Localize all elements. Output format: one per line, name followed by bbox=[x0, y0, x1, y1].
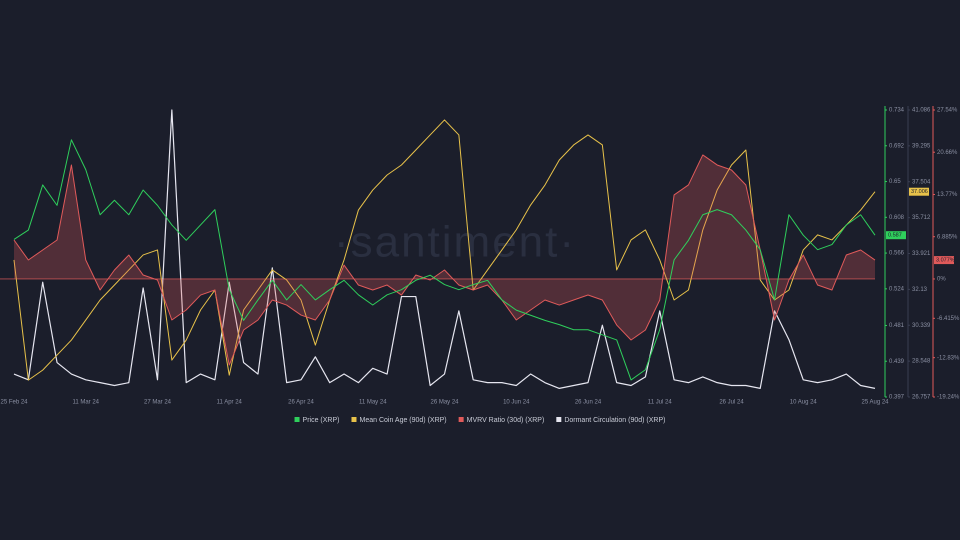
legend-swatch bbox=[351, 417, 357, 422]
y-tick-label: -6.415% bbox=[937, 316, 960, 322]
last-value-marker bbox=[909, 187, 929, 196]
y-tick-label: 13.77% bbox=[937, 192, 958, 198]
plot: 0.734 0.692 0.65 0.608 0.566 0.524 0.481 0.439 0… bbox=[0, 106, 960, 406]
x-tick-label: 26 Jun 24 bbox=[575, 400, 602, 406]
last-value-box: 0.587 bbox=[886, 231, 906, 240]
y-tick-label: 0.608 bbox=[889, 215, 905, 221]
x-tick-label: 27 Mar 24 bbox=[144, 400, 172, 406]
x-tick-label: 11 Apr 24 bbox=[217, 400, 243, 406]
y-tick-label: 0.734 bbox=[889, 108, 905, 114]
x-tick-label: 26 May 24 bbox=[430, 400, 459, 406]
x-tick-label: 26 Jul 24 bbox=[719, 400, 744, 406]
watermark: ·santiment· bbox=[334, 218, 576, 267]
x-tick-label: 25 Feb 24 bbox=[0, 400, 28, 406]
x-tick-label: 26 Apr 24 bbox=[288, 400, 314, 406]
series-line bbox=[13, 119, 876, 381]
x-tick-label: 25 Aug 24 bbox=[861, 400, 889, 406]
y-tick-label: 41.086 bbox=[912, 108, 931, 114]
y-tick-label: 0.692 bbox=[889, 143, 905, 149]
legend-swatch bbox=[294, 417, 300, 422]
last-value-label: 37.006 bbox=[911, 189, 928, 195]
y-tick-label: 27.54% bbox=[937, 108, 958, 114]
y-tick-label: 0.397 bbox=[889, 395, 905, 401]
last-value-box: 3.077% bbox=[934, 256, 955, 265]
y-tick-label: 0.439 bbox=[889, 359, 905, 365]
last-value-box: 37.006 bbox=[909, 187, 929, 196]
y-tick-label: 6.885% bbox=[937, 234, 958, 240]
y-tick-label: 37.504 bbox=[912, 179, 931, 185]
series-line bbox=[13, 139, 876, 381]
x-tick-label: 10 Aug 24 bbox=[790, 400, 818, 406]
x-tick-label: 11 May 24 bbox=[359, 400, 387, 406]
x-tick-label: 11 Mar 24 bbox=[72, 400, 99, 406]
legend-label: Mean Coin Age (90d) (XRP) bbox=[359, 417, 446, 424]
legend-swatch bbox=[556, 417, 562, 422]
legend-label: MVRV Ratio (30d) (XRP) bbox=[467, 417, 545, 424]
last-value-label: 0.587 bbox=[888, 233, 902, 239]
series-line bbox=[13, 154, 876, 366]
mvrv-area bbox=[14, 154, 875, 366]
x-tick-label: 10 Jun 24 bbox=[503, 400, 530, 406]
y-tick-label: 0.566 bbox=[889, 251, 905, 257]
y-tick-label: 32.13 bbox=[912, 287, 928, 293]
y-tick-label: 28.548 bbox=[912, 359, 931, 365]
legend-swatch bbox=[458, 417, 464, 422]
y-tick-label: -12.83% bbox=[937, 355, 960, 361]
y-tick-label: 20.66% bbox=[937, 150, 958, 156]
last-value-marker bbox=[934, 256, 954, 265]
last-value-marker bbox=[886, 231, 906, 240]
y-tick-label: 0.524 bbox=[889, 286, 905, 292]
y-tick-label: 30.339 bbox=[912, 323, 931, 329]
y-tick-label: 33.921 bbox=[912, 251, 931, 257]
last-value-label: 3.077% bbox=[936, 258, 955, 264]
legend-label: Price (XRP) bbox=[303, 417, 340, 424]
y-tick-label: 0.481 bbox=[889, 323, 905, 329]
y-tick-label: -19.24% bbox=[937, 395, 960, 401]
legend-label: Dormant Circulation (90d) (XRP) bbox=[564, 417, 665, 424]
y-tick-label: 26.757 bbox=[912, 395, 931, 401]
legend: Price (XRP) Mean Coin Age (90d) (XRP) MVRV… bbox=[294, 417, 665, 424]
y-tick-label: 0% bbox=[937, 277, 946, 283]
y-tick-label: 0.65 bbox=[889, 179, 901, 185]
x-tick-label: 11 Jul 24 bbox=[648, 400, 673, 406]
series-line bbox=[13, 109, 876, 389]
y-tick-label: 39.295 bbox=[912, 143, 931, 149]
y-tick-label: 35.712 bbox=[912, 215, 931, 221]
